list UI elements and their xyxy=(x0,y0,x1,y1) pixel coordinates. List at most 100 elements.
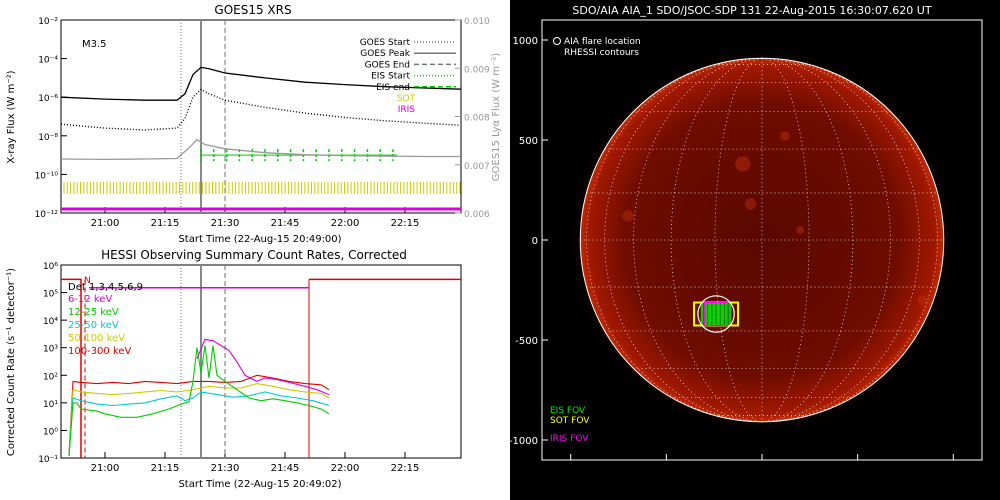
hessi-y-tick-label: 10⁻¹ xyxy=(38,455,58,465)
goes-x-tick-label: 21:00 xyxy=(91,218,120,229)
goes-y-tick-label: 10⁻⁸ xyxy=(38,133,58,143)
goes-series-line-2 xyxy=(60,138,461,161)
goes-y-axis-label: X-ray Flux (W m⁻²) xyxy=(6,70,17,163)
goes-panel: GOES15 XRS 10⁻¹² 10⁻¹⁰ 10⁻⁸ 10⁻⁶ 10⁻⁴ 10⁻² 0.… xyxy=(6,3,502,245)
hessi-y-tick-label: 10² xyxy=(43,372,58,382)
hessi-y-tick-labels: 10⁻¹ 10⁰ 10¹ 10² 10³ 10⁴ 10⁵ 10⁶ xyxy=(38,262,67,465)
goes-x-tick-label: 22:00 xyxy=(331,218,360,229)
hessi-legend-label: 100-300 keV xyxy=(68,346,132,357)
aia-y-tick-label: 500 xyxy=(519,136,538,147)
aia-x-tick-label: 0 xyxy=(759,465,765,476)
hessi-n-flag: N xyxy=(84,276,91,286)
goes-legend-label: EIS Start xyxy=(371,72,410,82)
sot-fov-label: SOT FOV xyxy=(550,416,590,426)
hessi-legend-label: 50-100 keV xyxy=(68,333,125,344)
hessi-y-tick-label: 10⁶ xyxy=(43,262,58,272)
bright-region xyxy=(622,210,634,222)
goes-y2-tick-label: 0.010 xyxy=(464,17,490,27)
goes-y-tick-label: 10⁻² xyxy=(38,17,58,27)
goes-series xyxy=(60,66,462,161)
hessi-detectors: Det 1,3,4,5,6,9 xyxy=(68,282,143,293)
aia-y-tick-label: 1000 xyxy=(513,36,538,47)
goes-y-tick-label: 10⁻⁶ xyxy=(38,94,58,104)
goes-y2-axis-label: GOES15 Lyα Flux (W m⁻²) xyxy=(491,53,502,181)
solar-limb xyxy=(579,57,945,423)
hessi-x-axis-label: Start Time (22-Aug-15 20:49:02) xyxy=(178,479,341,490)
goes-y2-tick-labels: 0.006 0.007 0.008 0.009 0.010 xyxy=(455,17,490,220)
hessi-y-tick-label: 10⁴ xyxy=(43,317,58,327)
fov-boxes xyxy=(693,295,740,333)
aia-y-tick-label: -1000 xyxy=(509,436,538,447)
hessi-y-tick-label: 10⁵ xyxy=(43,290,58,300)
goes-y2-tick-label: 0.006 xyxy=(464,210,490,220)
goes-y-tick-label: 10⁻¹⁰ xyxy=(35,171,59,181)
goes-series-line-1 xyxy=(60,88,462,131)
longitude-line xyxy=(761,57,854,423)
goes-flare-class: M3.5 xyxy=(82,39,107,50)
goes-y2-tick-label: 0.009 xyxy=(464,65,490,75)
goes-instrument-bars xyxy=(61,149,461,211)
bright-region xyxy=(744,198,757,210)
aia-title: SDO/AIA AIA_1 SDO/JSOC-SDP 131 22-Aug-20… xyxy=(572,4,931,17)
hessi-plot-frame xyxy=(60,264,462,459)
aia-flare-legend-icon xyxy=(553,37,561,45)
bright-region xyxy=(796,226,805,234)
longitude-line xyxy=(761,57,938,423)
goes-legend-label: GOES End xyxy=(365,60,410,70)
eis-fov-label: EIS FOV xyxy=(550,406,586,416)
goes-y-tick-labels: 10⁻¹² 10⁻¹⁰ 10⁻⁸ 10⁻⁶ 10⁻⁴ 10⁻² xyxy=(35,17,67,220)
goes-legend-label: IRIS xyxy=(398,105,416,115)
iris-fov-box xyxy=(704,301,729,327)
goes-y-tick-label: 10⁻¹² xyxy=(35,210,59,220)
goes-x-tick-label: 21:15 xyxy=(151,218,180,229)
longitude-line xyxy=(761,57,891,423)
bright-region xyxy=(917,295,928,305)
hessi-y-tick-label: 10⁰ xyxy=(43,427,58,437)
goes-y-tick-label: 10⁻⁴ xyxy=(38,56,58,66)
hessi-x-tick-label: 21:45 xyxy=(271,463,300,474)
goes-legend-label: GOES Peak xyxy=(360,49,410,59)
goes-title: GOES15 XRS xyxy=(214,3,291,17)
aia-flare-legend-label: AIA flare location xyxy=(564,37,641,47)
goes-legend-label: SOT xyxy=(397,94,416,104)
solar-grid xyxy=(580,57,944,423)
hessi-legend-label: 6-12 keV xyxy=(68,294,112,305)
hessi-x-tick-label: 22:15 xyxy=(391,463,420,474)
aia-panel: SDO/AIA AIA_1 SDO/JSOC-SDP 131 22-Aug-20… xyxy=(509,0,1000,500)
hessi-series-line-50-100-keV xyxy=(68,383,330,456)
goes-legend-label: EIS end xyxy=(376,83,410,93)
hessi-x-tick-label: 21:30 xyxy=(211,463,240,474)
aia-x-tick-label: -500 xyxy=(655,465,678,476)
goes-y2-tick-label: 0.007 xyxy=(464,162,490,172)
hessi-series xyxy=(61,278,461,458)
longitude-line xyxy=(604,57,763,423)
goes-x-axis-label: Start Time (22-Aug-15 20:49:00) xyxy=(178,234,341,245)
hessi-series-line-6-12-keV xyxy=(196,338,330,396)
goes-series-line-0 xyxy=(60,66,462,101)
hessi-title: HESSI Observing Summary Count Rates, Cor… xyxy=(101,248,407,262)
hessi-y-tick-label: 10³ xyxy=(43,345,58,355)
aia-x-tick-label: -1000 xyxy=(556,465,585,476)
longitude-line xyxy=(633,57,763,423)
aia-x-tick-label: 500 xyxy=(848,465,867,476)
aia-x-tick-label: 1000 xyxy=(941,465,966,476)
hessi-event-markers xyxy=(180,265,226,458)
hessi-y-tick-label: 10¹ xyxy=(43,400,58,410)
aia-y-tick-label: 0 xyxy=(532,236,538,247)
rhessi-legend-label: RHESSI contours xyxy=(564,48,639,58)
hessi-legend-label: 25-50 keV xyxy=(68,320,119,331)
aia-x-tick-labels: -1000 -500 0 500 1000 xyxy=(556,454,966,476)
hessi-x-tick-label: 21:15 xyxy=(151,463,180,474)
hessi-panel: HESSI Observing Summary Count Rates, Cor… xyxy=(6,248,462,490)
bright-region xyxy=(780,131,790,141)
goes-event-markers xyxy=(180,20,226,213)
hessi-y-axis-label: Corrected Count Rate (s⁻¹ detector⁻¹) xyxy=(6,268,17,456)
goes-x-tick-label: 22:15 xyxy=(391,218,420,229)
aia-y-tick-label: -500 xyxy=(515,336,538,347)
longitude-line xyxy=(586,57,763,423)
hessi-flag-bar-left xyxy=(61,278,82,458)
hessi-x-tick-label: 22:00 xyxy=(331,463,360,474)
hessi-legend-label: 12-25 keV xyxy=(68,307,119,318)
